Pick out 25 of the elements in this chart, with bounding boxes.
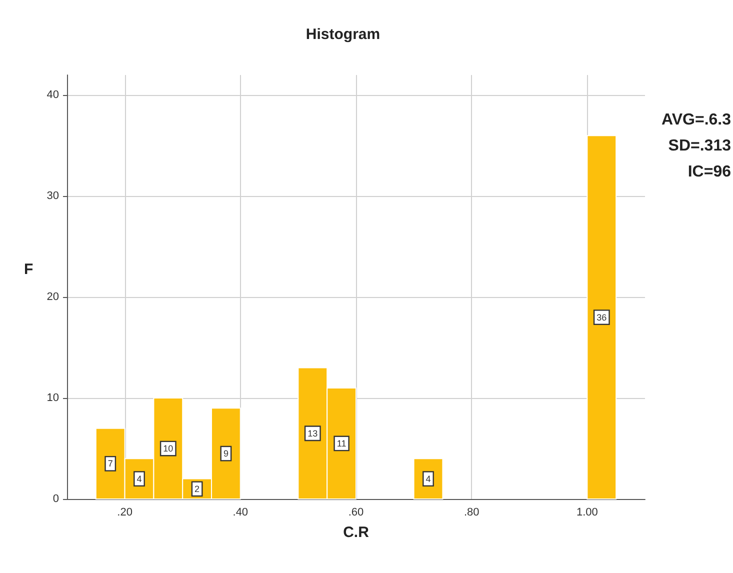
- x-tick-label: .80: [464, 506, 480, 518]
- x-tick-label: 1.00: [576, 506, 598, 518]
- y-tick-label: 20: [46, 291, 59, 304]
- data-label: 4: [136, 474, 142, 484]
- data-label: 10: [163, 444, 174, 454]
- data-label: 36: [596, 312, 607, 322]
- data-label: 11: [336, 438, 346, 448]
- data-label: 9: [223, 448, 228, 459]
- x-tick-label: .20: [117, 506, 132, 518]
- y-tick-label: 30: [46, 190, 59, 202]
- y-axis-title: F: [24, 261, 34, 278]
- data-label: 7: [108, 458, 113, 469]
- chart-title: Histogram: [306, 26, 380, 43]
- x-tick-label: .40: [232, 506, 248, 518]
- text: SD=.313: [668, 138, 732, 154]
- data-label: 13: [308, 428, 318, 438]
- x-axis-title: C.R: [343, 524, 370, 541]
- y-tick-label: 0: [52, 493, 59, 505]
- data-label: 4: [426, 474, 431, 484]
- x-tick-label: .60: [348, 506, 364, 518]
- text: AVG=.6.3: [661, 112, 732, 128]
- text: IC=96: [688, 164, 732, 180]
- data-label: 2: [194, 484, 200, 494]
- y-tick-label: 10: [46, 392, 59, 404]
- y-tick-label: 40: [46, 89, 59, 102]
